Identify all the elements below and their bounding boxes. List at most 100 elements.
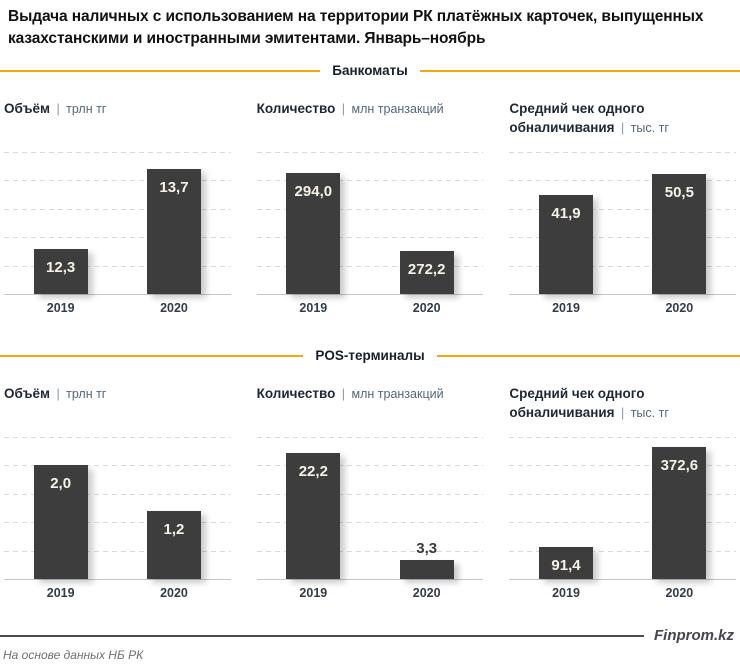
- chart-unit: тыс. тг: [630, 406, 669, 420]
- plot-area: 22,2 3,3: [256, 437, 484, 580]
- bar-value-label: 2,0: [50, 475, 72, 492]
- bar-value-label: 3,3: [416, 540, 438, 557]
- gridline: [4, 180, 231, 182]
- bar-value-label: 13,7: [159, 179, 189, 196]
- bar-slot: 41,9: [509, 152, 622, 294]
- page-title: Выдача наличных с использованием на терр…: [8, 8, 704, 47]
- x-tick-2020: 2020: [665, 301, 694, 315]
- gridline: [4, 465, 231, 467]
- bar-2020: 3,3: [399, 540, 454, 579]
- bar-2020: 372,6: [652, 447, 707, 579]
- chart-header: Объём | трлн тг: [4, 384, 231, 428]
- chart-pos-count: Количество | млн транзакций 22,2 3,3 201…: [256, 384, 484, 600]
- chart-unit: трлн тг: [66, 102, 107, 116]
- gridline: [509, 493, 736, 495]
- chart-atm-volume: Объём | трлн тг 12,3 13,7 2019 2020: [4, 99, 231, 315]
- x-axis-labels: 2019 2020: [4, 301, 231, 315]
- gridline: [509, 550, 736, 552]
- bar-slot: 294,0: [257, 152, 370, 294]
- chart-pos-avg-check: Средний чек одного обналичивания | тыс. …: [509, 384, 736, 600]
- x-axis-labels: 2019 2020: [509, 586, 736, 600]
- chart-header: Количество | млн транзакций: [257, 384, 484, 428]
- bar-2019: 41,9: [539, 195, 593, 294]
- x-tick-2020: 2020: [160, 586, 188, 600]
- bar-slot: 91,4: [509, 437, 622, 579]
- bar-value-label: 41,9: [551, 205, 581, 222]
- bar-2020: 272,2: [399, 251, 454, 294]
- gridline: [256, 237, 484, 239]
- bar-slot: 22,2: [257, 437, 370, 579]
- bar-2019: 12,3: [33, 249, 88, 294]
- bar-slot: 372,6: [623, 437, 736, 579]
- unit-separator: |: [621, 121, 625, 135]
- unit-separator: |: [56, 102, 60, 116]
- chart-header: Средний чек одного обналичивания | тыс. …: [509, 99, 736, 143]
- plot-area: 2,0 1,2: [4, 437, 231, 580]
- footer: Finprom.kz: [0, 627, 740, 644]
- section-header-atm: Банкоматы: [0, 63, 740, 78]
- plot-area: 294,0 272,2: [256, 152, 484, 295]
- x-axis-labels: 2019 2020: [257, 586, 484, 600]
- bar-slot: 3,3: [370, 437, 483, 579]
- gridline: [509, 152, 736, 153]
- charts-row-atm: Объём | трлн тг 12,3 13,7 2019 2020 Коли…: [0, 99, 740, 315]
- section-header-pos: POS-терминалы: [0, 348, 740, 363]
- gridline: [4, 437, 231, 438]
- plot-area: 41,9 50,5: [509, 152, 736, 295]
- gridline: [256, 522, 484, 524]
- chart-unit: тыс. тг: [630, 121, 669, 135]
- bar-2020: 13,7: [146, 169, 201, 294]
- gridline: [509, 208, 736, 210]
- accent-line-left: [0, 354, 304, 357]
- x-tick-2020: 2020: [412, 586, 441, 600]
- x-tick-2020: 2020: [665, 586, 694, 600]
- bar-2019: 91,4: [539, 547, 593, 579]
- bar-value-label: 272,2: [407, 261, 446, 278]
- bar-slot: 272,2: [370, 152, 483, 294]
- bar-value-label: 50,5: [664, 184, 694, 201]
- bar-slot: 12,3: [4, 152, 117, 294]
- chart-title: Средний чек одного обналичивания: [509, 101, 645, 135]
- section-label: Банкоматы: [332, 63, 408, 78]
- accent-line-right: [436, 354, 740, 357]
- bar-2020: 1,2: [146, 511, 201, 579]
- bar-slot: 50,5: [623, 152, 736, 294]
- gridline: [4, 152, 231, 153]
- unit-separator: |: [341, 387, 346, 401]
- gridline: [509, 180, 736, 182]
- gridline: [4, 265, 231, 267]
- gridline: [509, 437, 736, 438]
- x-tick-2019: 2019: [46, 586, 75, 600]
- gridline: [256, 493, 484, 495]
- x-tick-2019: 2019: [46, 301, 75, 315]
- chart-unit: млн транзакций: [351, 387, 444, 401]
- unit-separator: |: [621, 406, 625, 420]
- chart-pos-volume: Объём | трлн тг 2,0 1,2 2019 2020: [4, 384, 231, 600]
- bar-2019: 294,0: [286, 173, 341, 294]
- x-tick-2020: 2020: [160, 301, 188, 315]
- gridline: [256, 437, 484, 438]
- gridline: [4, 493, 231, 495]
- gridline: [509, 465, 736, 467]
- gridline: [256, 465, 484, 467]
- plot-area: 91,4 372,6: [509, 437, 736, 580]
- footer-divider-line: [0, 634, 644, 637]
- section-label: POS-терминалы: [315, 348, 425, 363]
- gridline: [509, 237, 736, 239]
- chart-atm-count: Количество | млн транзакций 294,0 272,2 …: [256, 99, 484, 315]
- x-tick-2019: 2019: [552, 586, 580, 600]
- bar-value-label: 91,4: [551, 557, 581, 574]
- accent-line-right: [419, 69, 740, 72]
- gridline: [256, 180, 484, 182]
- bar-2019: 22,2: [286, 453, 341, 579]
- x-tick-2019: 2019: [552, 301, 580, 315]
- x-axis-labels: 2019 2020: [4, 586, 231, 600]
- gridline: [4, 237, 231, 239]
- gridline: [256, 550, 484, 552]
- chart-header: Средний чек одного обналичивания | тыс. …: [509, 384, 736, 428]
- bar-value-label: 22,2: [298, 463, 328, 480]
- bar-slot: 1,2: [117, 437, 230, 579]
- chart-title: Объём: [4, 101, 50, 116]
- gridline: [509, 522, 736, 524]
